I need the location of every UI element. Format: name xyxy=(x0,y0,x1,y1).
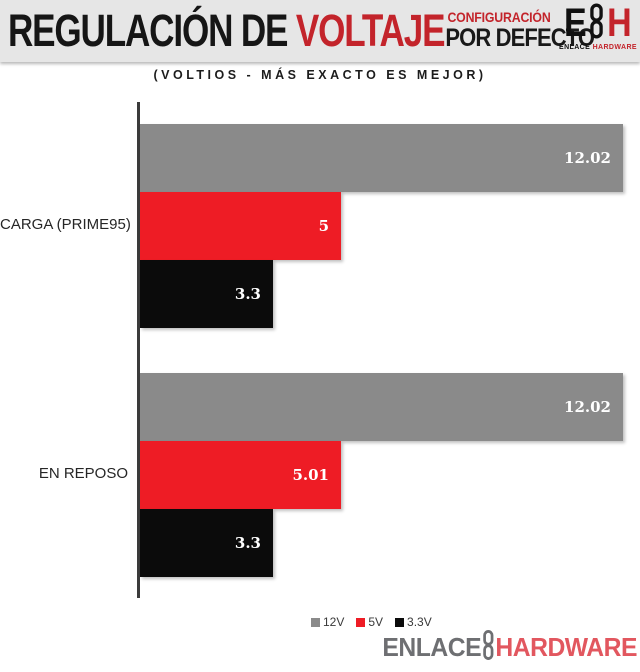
bar-33v: 3.3 xyxy=(140,509,273,577)
logo-subtext-hardware: HARDWARE xyxy=(592,44,637,51)
bar-5v: 5.01 xyxy=(140,441,341,509)
chart-subtitle: (VOLTIOS - MÁS EXACTO ES MEJOR) xyxy=(153,68,487,82)
category-label: CARGA (PRIME95) xyxy=(0,216,131,233)
chain-link-icon xyxy=(482,630,494,665)
bar-value-label: 5.01 xyxy=(292,466,329,484)
logo-subtext-enlace: ENLACE xyxy=(559,44,591,51)
bar-12v: 12.02 xyxy=(140,124,623,192)
footer-brand: ENLACE HARDWARE xyxy=(382,630,637,665)
bar-5v: 5 xyxy=(140,192,341,260)
y-axis-line xyxy=(137,102,140,598)
legend-item-5v: 5V xyxy=(356,615,383,629)
header: REGULACIÓN DE VOLTAJE CONFIGURACIÓN POR … xyxy=(0,0,640,62)
legend-swatch xyxy=(311,617,320,627)
legend-label: 5V xyxy=(368,615,384,629)
bar-value-label: 3.3 xyxy=(234,285,261,303)
brand-logo: E H ENLACE HARDWARE xyxy=(559,3,637,51)
footer-brand-hardware: HARDWARE xyxy=(495,632,637,662)
footer-brand-enlace: ENLACE xyxy=(382,632,482,662)
config-line2: POR DEFECTO xyxy=(445,24,595,52)
legend-swatch xyxy=(395,617,405,627)
title-spacer xyxy=(287,5,296,57)
chain-link-icon xyxy=(589,3,604,44)
bar-value-label: 12.02 xyxy=(564,149,611,167)
brand-logo-subtext: ENLACE HARDWARE xyxy=(559,44,637,51)
page-title: REGULACIÓN DE VOLTAJE xyxy=(8,0,446,62)
title-red: VOLTAJE xyxy=(295,5,446,56)
legend-swatch xyxy=(356,617,366,627)
config-block: CONFIGURACIÓN POR DEFECTO xyxy=(445,9,595,52)
category-label: EN REPOSO xyxy=(38,465,128,482)
bar-12v: 12.02 xyxy=(140,373,623,441)
legend: 12V 5V 3.3V xyxy=(311,615,432,629)
bar-33v: 3.3 xyxy=(140,260,273,328)
logo-letter-h: H xyxy=(607,1,633,45)
bar-value-label: 3.3 xyxy=(234,534,261,552)
legend-item-33v: 3.3V xyxy=(395,615,432,629)
config-line1: CONFIGURACIÓN xyxy=(447,9,551,25)
brand-logo-monogram: E H xyxy=(559,3,637,43)
bar-value-label: 12.02 xyxy=(564,398,611,416)
legend-label: 3.3V xyxy=(407,615,432,629)
logo-letter-e: E xyxy=(563,1,587,45)
title-black: REGULACIÓN DE xyxy=(8,5,288,56)
legend-item-12v: 12V xyxy=(311,615,344,629)
bar-value-label: 5 xyxy=(318,217,329,235)
legend-label: 12V xyxy=(323,615,345,629)
